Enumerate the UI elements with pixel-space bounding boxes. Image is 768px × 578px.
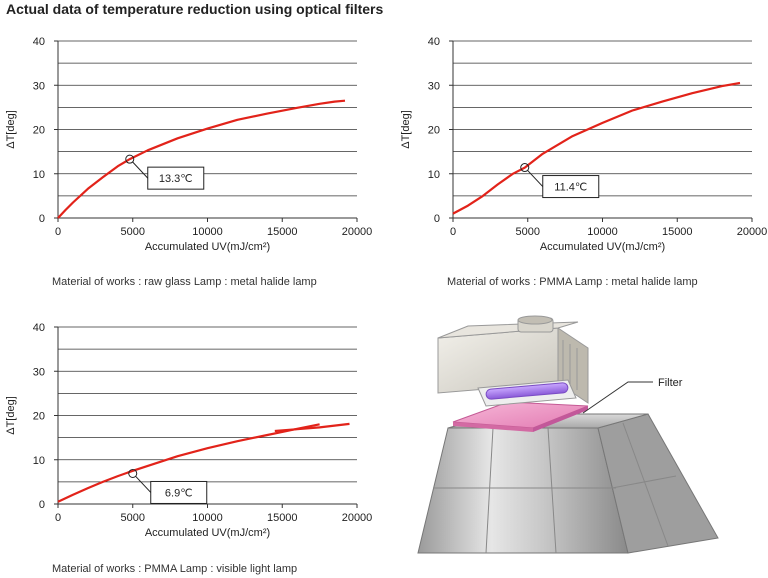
x-tick-label: 15000 xyxy=(662,226,693,238)
x-tick-label: 15000 xyxy=(267,512,298,524)
x-tick-label: 10000 xyxy=(192,512,223,524)
y-axis-label: ΔT[deg] xyxy=(400,110,412,149)
y-tick-label: 40 xyxy=(33,36,45,48)
x-tick-label: 5000 xyxy=(121,226,145,238)
y-axis-label: ΔT[deg] xyxy=(5,396,17,435)
annotation-leader xyxy=(527,170,544,187)
x-tick-label: 5000 xyxy=(516,226,540,238)
annotation-marker xyxy=(128,468,138,478)
x-tick-label: 20000 xyxy=(342,512,373,524)
x-tick-label: 20000 xyxy=(342,226,373,238)
x-tick-label: 0 xyxy=(55,226,61,238)
series-line-1 xyxy=(57,99,346,219)
chart-pmma-visible-light: 0 10 20 30 40 0 5000 10000 15000 20000 Accumulated… xyxy=(5,322,373,539)
lamp-housing xyxy=(437,315,589,404)
x-tick-label: 15000 xyxy=(267,226,298,238)
caption-chart-2: Material of works : PMMA Lamp : metal ha… xyxy=(447,276,698,288)
y-tick-label: 30 xyxy=(33,366,45,378)
y-tick-label: 20 xyxy=(33,125,45,137)
y-tick-label: 40 xyxy=(33,322,45,334)
y-tick-label: 40 xyxy=(428,36,440,48)
x-axis-label: Accumulated UV(mJ/cm²) xyxy=(540,241,665,253)
chart-pmma-metal-halide: 0 10 20 30 40 0 5000 10000 15000 20000 Accumulated… xyxy=(400,36,768,253)
annotation-leader xyxy=(135,476,152,493)
x-axis-label: Accumulated UV(mJ/cm²) xyxy=(145,527,270,539)
x-tick-label: 10000 xyxy=(587,226,618,238)
caption-chart-3: Material of works : PMMA Lamp : visible … xyxy=(52,563,298,575)
y-tick-label: 10 xyxy=(33,169,45,181)
annotation-box xyxy=(150,480,208,504)
filter-unit-illustration: Filter xyxy=(417,315,719,554)
series-line-1 xyxy=(452,81,741,215)
page-title: Actual data of temperature reduction usi… xyxy=(6,1,384,17)
y-tick-label: 0 xyxy=(39,499,45,511)
y-tick-label: 30 xyxy=(428,80,440,92)
annotation-leader xyxy=(132,161,149,179)
housing xyxy=(417,413,719,554)
y-axis-label: ΔT[deg] xyxy=(5,110,17,149)
series-line-2 xyxy=(274,422,350,433)
y-tick-label: 10 xyxy=(428,169,440,181)
series-line-1 xyxy=(57,423,320,503)
lamp-icon xyxy=(477,379,577,407)
y-tick-label: 0 xyxy=(39,213,45,225)
y-tick-label: 10 xyxy=(33,455,45,467)
filter-callout-line xyxy=(582,381,653,414)
annotation-marker xyxy=(520,163,530,173)
annotation-box xyxy=(147,166,205,190)
y-tick-label: 0 xyxy=(434,213,440,225)
caption-chart-1: Material of works : raw glass Lamp : met… xyxy=(52,276,317,288)
annotation-marker xyxy=(125,154,135,164)
annotation-label: 11.4℃ xyxy=(554,182,587,194)
x-tick-label: 5000 xyxy=(121,512,145,524)
x-axis-label: Accumulated UV(mJ/cm²) xyxy=(145,241,270,253)
x-tick-label: 10000 xyxy=(192,226,223,238)
y-tick-label: 20 xyxy=(33,411,45,423)
chart-raw-glass-metal-halide: 0 10 20 30 40 0 5000 10000 15000 20000 Accumulated… xyxy=(5,36,373,253)
x-tick-label: 0 xyxy=(55,512,61,524)
x-tick-label: 20000 xyxy=(737,226,768,238)
y-tick-label: 30 xyxy=(33,80,45,92)
annotation-label: 13.3℃ xyxy=(159,173,193,185)
annotation-label: 6.9℃ xyxy=(165,487,193,499)
filter-label: Filter xyxy=(658,377,683,389)
x-tick-label: 0 xyxy=(450,226,456,238)
annotation-box xyxy=(542,175,600,199)
y-tick-label: 20 xyxy=(428,125,440,137)
